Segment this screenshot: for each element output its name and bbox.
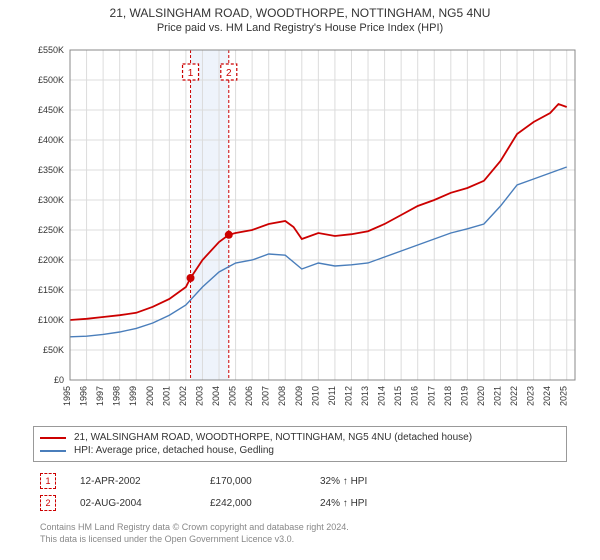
svg-text:£100K: £100K	[38, 315, 64, 325]
svg-text:2021: 2021	[492, 386, 502, 406]
svg-text:2013: 2013	[360, 386, 370, 406]
svg-text:£550K: £550K	[38, 45, 64, 55]
svg-text:2007: 2007	[261, 386, 271, 406]
svg-text:2011: 2011	[327, 386, 337, 405]
svg-text:2018: 2018	[443, 386, 453, 406]
svg-text:2003: 2003	[194, 386, 204, 406]
svg-text:2000: 2000	[145, 386, 155, 406]
svg-text:2002: 2002	[178, 386, 188, 406]
svg-text:1998: 1998	[112, 386, 122, 406]
legend-swatch-property	[40, 437, 66, 439]
footer-attribution: Contains HM Land Registry data © Crown c…	[40, 522, 560, 545]
chart-title-block: 21, WALSINGHAM ROAD, WOODTHORPE, NOTTING…	[0, 0, 600, 36]
svg-text:2025: 2025	[559, 386, 569, 406]
sale-row: 2 02-AUG-2004 £242,000 24% ↑ HPI	[40, 492, 560, 514]
title-line1: 21, WALSINGHAM ROAD, WOODTHORPE, NOTTING…	[0, 6, 600, 20]
sale-marker-icon: 2	[40, 495, 56, 511]
svg-text:2004: 2004	[211, 386, 221, 406]
footer-line1: Contains HM Land Registry data © Crown c…	[40, 522, 560, 534]
svg-text:1997: 1997	[95, 386, 105, 406]
svg-text:2009: 2009	[294, 386, 304, 406]
svg-text:2014: 2014	[377, 386, 387, 406]
svg-text:2022: 2022	[509, 386, 519, 406]
sale-hpi-delta: 24% ↑ HPI	[320, 498, 430, 509]
svg-text:£450K: £450K	[38, 105, 64, 115]
svg-text:2012: 2012	[343, 386, 353, 406]
svg-text:2: 2	[226, 68, 232, 79]
svg-text:2017: 2017	[426, 386, 436, 406]
sale-price: £242,000	[210, 498, 320, 509]
sale-date: 12-APR-2002	[80, 476, 210, 487]
legend-label-hpi: HPI: Average price, detached house, Gedl…	[74, 445, 274, 456]
svg-text:£400K: £400K	[38, 135, 64, 145]
svg-text:1996: 1996	[79, 386, 89, 406]
title-line2: Price paid vs. HM Land Registry's House …	[0, 22, 600, 34]
svg-text:£0: £0	[54, 375, 64, 385]
svg-text:1: 1	[188, 68, 194, 79]
chart-svg: £0 £50K £100K £150K £200K £250K £300K £350K £400…	[20, 40, 580, 420]
svg-text:2001: 2001	[161, 386, 171, 406]
svg-text:£250K: £250K	[38, 225, 64, 235]
legend-row: HPI: Average price, detached house, Gedl…	[40, 444, 560, 457]
svg-text:£50K: £50K	[43, 345, 64, 355]
sale-price: £170,000	[210, 476, 320, 487]
sales-table: 1 12-APR-2002 £170,000 32% ↑ HPI 2 02-AU…	[40, 470, 560, 514]
svg-text:2023: 2023	[526, 386, 536, 406]
legend: 21, WALSINGHAM ROAD, WOODTHORPE, NOTTING…	[33, 426, 567, 462]
svg-text:2005: 2005	[228, 386, 238, 406]
svg-text:2008: 2008	[277, 386, 287, 406]
svg-text:2010: 2010	[310, 386, 320, 406]
svg-text:£150K: £150K	[38, 285, 64, 295]
sale-hpi-delta: 32% ↑ HPI	[320, 476, 430, 487]
svg-text:2016: 2016	[410, 386, 420, 406]
svg-text:2020: 2020	[476, 386, 486, 406]
svg-text:£350K: £350K	[38, 165, 64, 175]
svg-text:1999: 1999	[128, 386, 138, 406]
svg-text:£500K: £500K	[38, 75, 64, 85]
footer-line2: This data is licensed under the Open Gov…	[40, 534, 560, 546]
svg-text:£200K: £200K	[38, 255, 64, 265]
legend-swatch-hpi	[40, 450, 66, 452]
chart-area: £0 £50K £100K £150K £200K £250K £300K £350K £400…	[20, 40, 580, 420]
svg-text:2019: 2019	[459, 386, 469, 406]
sale-row: 1 12-APR-2002 £170,000 32% ↑ HPI	[40, 470, 560, 492]
legend-row: 21, WALSINGHAM ROAD, WOODTHORPE, NOTTING…	[40, 431, 560, 444]
svg-text:2015: 2015	[393, 386, 403, 406]
svg-text:£300K: £300K	[38, 195, 64, 205]
sale-marker-icon: 1	[40, 473, 56, 489]
svg-text:1995: 1995	[62, 386, 72, 406]
legend-label-property: 21, WALSINGHAM ROAD, WOODTHORPE, NOTTING…	[74, 432, 472, 443]
svg-text:2006: 2006	[244, 386, 254, 406]
svg-text:2024: 2024	[542, 386, 552, 406]
sale-date: 02-AUG-2004	[80, 498, 210, 509]
